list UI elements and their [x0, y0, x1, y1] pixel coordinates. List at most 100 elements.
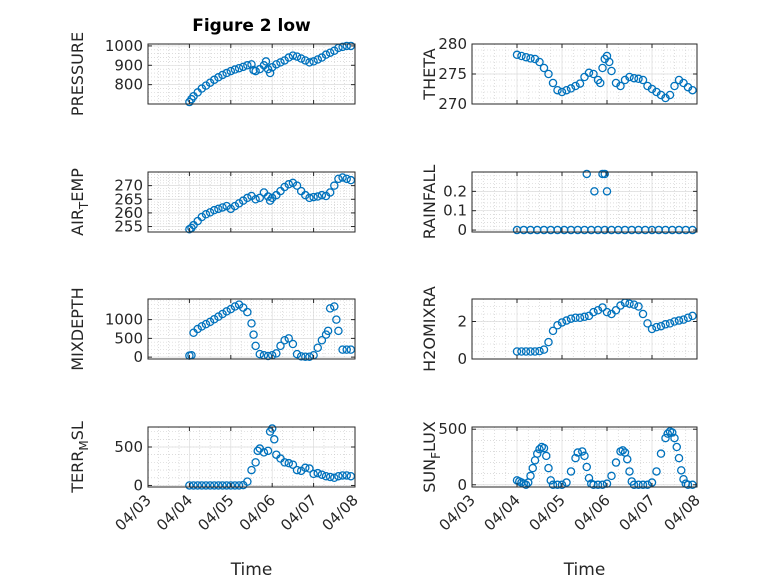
data-point: [634, 74, 643, 84]
data-point: [317, 190, 327, 200]
data-point: [663, 429, 673, 438]
y-tick-label: 275: [438, 65, 467, 83]
data-point: [251, 341, 260, 351]
data-point: [189, 481, 198, 490]
data-point: [546, 476, 556, 485]
data-point: [584, 68, 594, 78]
data-point: [553, 320, 562, 330]
y-axis-label: MIXDEPTH: [68, 287, 87, 370]
data-point: [218, 309, 227, 319]
data-point: [238, 62, 248, 72]
axes-frame: [471, 298, 698, 360]
data-point: [209, 75, 219, 85]
axes-frame: [147, 43, 356, 105]
data-point: [665, 319, 675, 328]
data-point: [332, 315, 341, 324]
data-point: [222, 481, 231, 490]
data-point: [530, 347, 540, 356]
data-point: [247, 319, 256, 328]
data-point: [533, 449, 542, 458]
data-point: [665, 90, 675, 100]
data-point: [542, 451, 551, 461]
data-point: [688, 311, 697, 321]
data-point: [205, 208, 215, 217]
data-point: [544, 463, 553, 473]
y-tick-label: 0: [457, 350, 467, 368]
data-point: [602, 187, 612, 196]
data-point: [605, 57, 614, 67]
data-point: [517, 347, 526, 356]
data-point: [309, 57, 318, 66]
data-point: [553, 480, 562, 490]
data-point: [643, 319, 652, 328]
data-point: [571, 81, 580, 91]
data-point: [284, 180, 294, 189]
data-point: [688, 85, 697, 95]
data-point: [535, 346, 544, 356]
y-tick-label: 255: [114, 218, 143, 236]
data-point: [647, 324, 657, 334]
data-point: [222, 68, 231, 78]
data-point: [683, 313, 693, 322]
y-tick-label: 500: [114, 438, 143, 456]
data-point: [317, 335, 327, 345]
data-point: [557, 318, 567, 327]
data-point: [618, 446, 628, 455]
y-axis-label: THETA: [420, 48, 439, 100]
data-point: [243, 61, 252, 70]
data-point: [578, 447, 587, 456]
data-point: [251, 195, 260, 204]
y-axis-label: H2OMIXRA: [420, 286, 439, 372]
data-point: [346, 345, 356, 354]
data-point: [342, 345, 351, 354]
data-point: [656, 321, 666, 331]
data-point: [325, 472, 335, 482]
data-point: [247, 60, 256, 69]
data-point: [253, 446, 262, 456]
data-point: [263, 351, 273, 361]
data-point: [263, 446, 273, 456]
data-point: [205, 481, 215, 490]
data-point: [301, 56, 310, 65]
data-point: [226, 66, 236, 76]
data-point: [674, 453, 684, 463]
data-point: [317, 470, 327, 479]
data-point: [521, 480, 531, 490]
data-point: [625, 467, 634, 476]
data-point: [313, 55, 322, 64]
data-point: [582, 169, 592, 179]
data-point: [656, 449, 666, 458]
data-point: [661, 433, 670, 443]
data-point: [580, 312, 589, 322]
data-point: [517, 51, 526, 61]
axes-frame: [147, 426, 356, 488]
data-point: [209, 314, 219, 324]
data-point: [276, 341, 285, 351]
data-point: [214, 481, 223, 490]
data-point: [251, 458, 260, 467]
data-point: [562, 85, 571, 95]
y-tick-label: 270: [114, 177, 143, 195]
data-point: [521, 347, 531, 356]
data-point: [330, 181, 339, 190]
data-point: [334, 471, 343, 481]
data-point: [218, 481, 227, 490]
data-point: [247, 465, 256, 475]
y-tick-label: 900: [114, 56, 143, 74]
axes-frame: [471, 171, 698, 233]
y-tick-label: 0: [457, 221, 467, 239]
data-point: [338, 42, 347, 52]
data-point: [323, 326, 333, 336]
data-point: [629, 73, 639, 83]
data-point: [625, 72, 634, 82]
data-point: [276, 58, 285, 67]
data-point: [346, 175, 356, 185]
data-point: [226, 481, 236, 490]
data-point: [634, 302, 643, 311]
data-point: [580, 451, 589, 461]
y-tick-label: 800: [114, 76, 143, 94]
